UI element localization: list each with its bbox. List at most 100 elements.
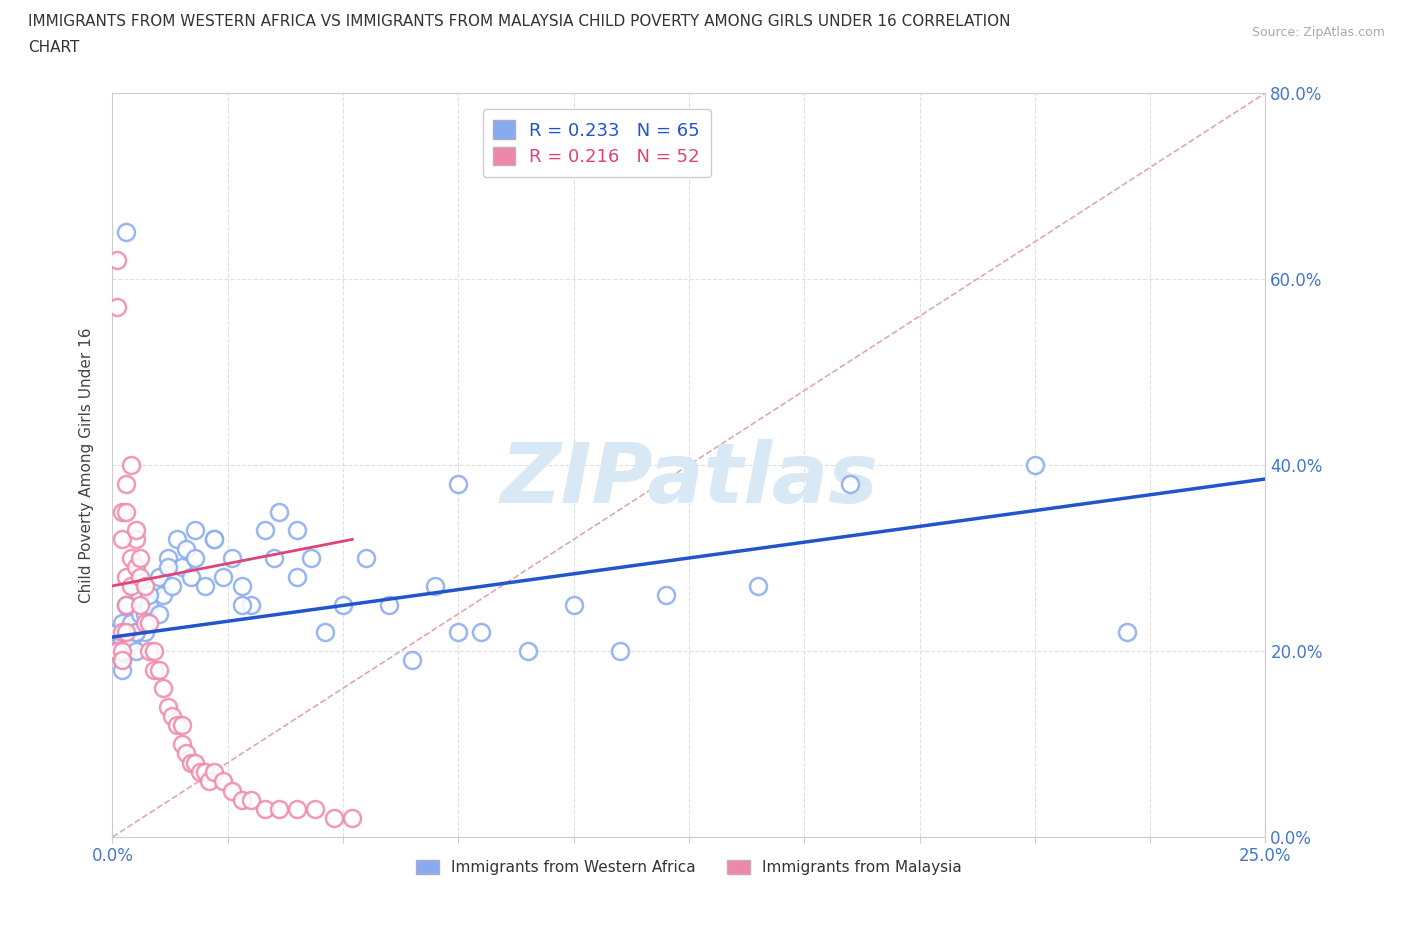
Point xyxy=(447,625,470,640)
Point xyxy=(299,551,322,565)
Point xyxy=(212,774,235,789)
Point xyxy=(747,578,769,593)
Point xyxy=(425,578,447,593)
Point xyxy=(105,299,128,314)
Point xyxy=(253,523,276,538)
Point xyxy=(180,569,202,584)
Point xyxy=(655,588,678,603)
Point xyxy=(304,802,326,817)
Point xyxy=(129,597,152,612)
Point xyxy=(170,737,193,751)
Point xyxy=(180,755,202,770)
Point xyxy=(231,597,253,612)
Point xyxy=(148,569,170,584)
Point xyxy=(120,634,142,649)
Point xyxy=(332,597,354,612)
Y-axis label: Child Poverty Among Girls Under 16: Child Poverty Among Girls Under 16 xyxy=(79,327,94,603)
Point xyxy=(184,551,207,565)
Point xyxy=(263,551,285,565)
Point xyxy=(115,569,138,584)
Point xyxy=(120,616,142,631)
Point xyxy=(378,597,401,612)
Point xyxy=(253,802,276,817)
Point xyxy=(162,578,184,593)
Point xyxy=(198,774,221,789)
Text: ZIPatlas: ZIPatlas xyxy=(501,439,877,521)
Point xyxy=(115,625,138,640)
Point xyxy=(839,476,862,491)
Point xyxy=(267,504,290,519)
Point xyxy=(111,653,134,668)
Point xyxy=(134,616,156,631)
Point xyxy=(120,458,142,472)
Point xyxy=(115,504,138,519)
Point xyxy=(267,802,290,817)
Text: CHART: CHART xyxy=(28,40,80,55)
Point xyxy=(124,560,146,575)
Point xyxy=(152,588,174,603)
Point xyxy=(170,718,193,733)
Point xyxy=(143,644,166,658)
Point xyxy=(314,625,336,640)
Point xyxy=(120,551,142,565)
Point xyxy=(115,644,138,658)
Point xyxy=(516,644,538,658)
Point xyxy=(184,523,207,538)
Point xyxy=(609,644,631,658)
Point xyxy=(212,569,235,584)
Point xyxy=(221,783,243,798)
Point xyxy=(322,811,344,826)
Point xyxy=(138,616,160,631)
Point xyxy=(184,755,207,770)
Point xyxy=(134,625,156,640)
Point xyxy=(156,551,179,565)
Point xyxy=(124,625,146,640)
Point xyxy=(138,597,160,612)
Point xyxy=(134,606,156,621)
Point xyxy=(285,569,308,584)
Point xyxy=(1024,458,1046,472)
Point xyxy=(156,699,179,714)
Point xyxy=(156,560,179,575)
Point xyxy=(562,597,585,612)
Point xyxy=(115,225,138,240)
Point xyxy=(188,764,211,779)
Text: IMMIGRANTS FROM WESTERN AFRICA VS IMMIGRANTS FROM MALAYSIA CHILD POVERTY AMONG G: IMMIGRANTS FROM WESTERN AFRICA VS IMMIGR… xyxy=(28,14,1011,29)
Point xyxy=(148,662,170,677)
Point xyxy=(115,597,138,612)
Point xyxy=(152,681,174,696)
Point xyxy=(134,578,156,593)
Text: Source: ZipAtlas.com: Source: ZipAtlas.com xyxy=(1251,26,1385,39)
Point xyxy=(174,541,197,556)
Point xyxy=(111,653,134,668)
Point xyxy=(111,662,134,677)
Point xyxy=(166,718,188,733)
Point xyxy=(143,662,166,677)
Point xyxy=(221,551,243,565)
Point xyxy=(1116,625,1139,640)
Point xyxy=(111,644,134,658)
Point xyxy=(120,578,142,593)
Point xyxy=(166,532,188,547)
Point xyxy=(231,792,253,807)
Point xyxy=(138,644,160,658)
Point xyxy=(143,578,166,593)
Point xyxy=(111,504,134,519)
Point xyxy=(105,644,128,658)
Point xyxy=(115,625,138,640)
Point xyxy=(124,532,146,547)
Point xyxy=(285,523,308,538)
Point xyxy=(105,625,128,640)
Point xyxy=(447,476,470,491)
Point xyxy=(129,588,152,603)
Point xyxy=(138,588,160,603)
Point xyxy=(174,746,197,761)
Point xyxy=(111,625,134,640)
Point xyxy=(285,802,308,817)
Point xyxy=(124,523,146,538)
Legend: Immigrants from Western Africa, Immigrants from Malaysia: Immigrants from Western Africa, Immigran… xyxy=(411,854,967,882)
Point xyxy=(470,625,492,640)
Point xyxy=(115,597,138,612)
Point xyxy=(194,578,217,593)
Point xyxy=(105,253,128,268)
